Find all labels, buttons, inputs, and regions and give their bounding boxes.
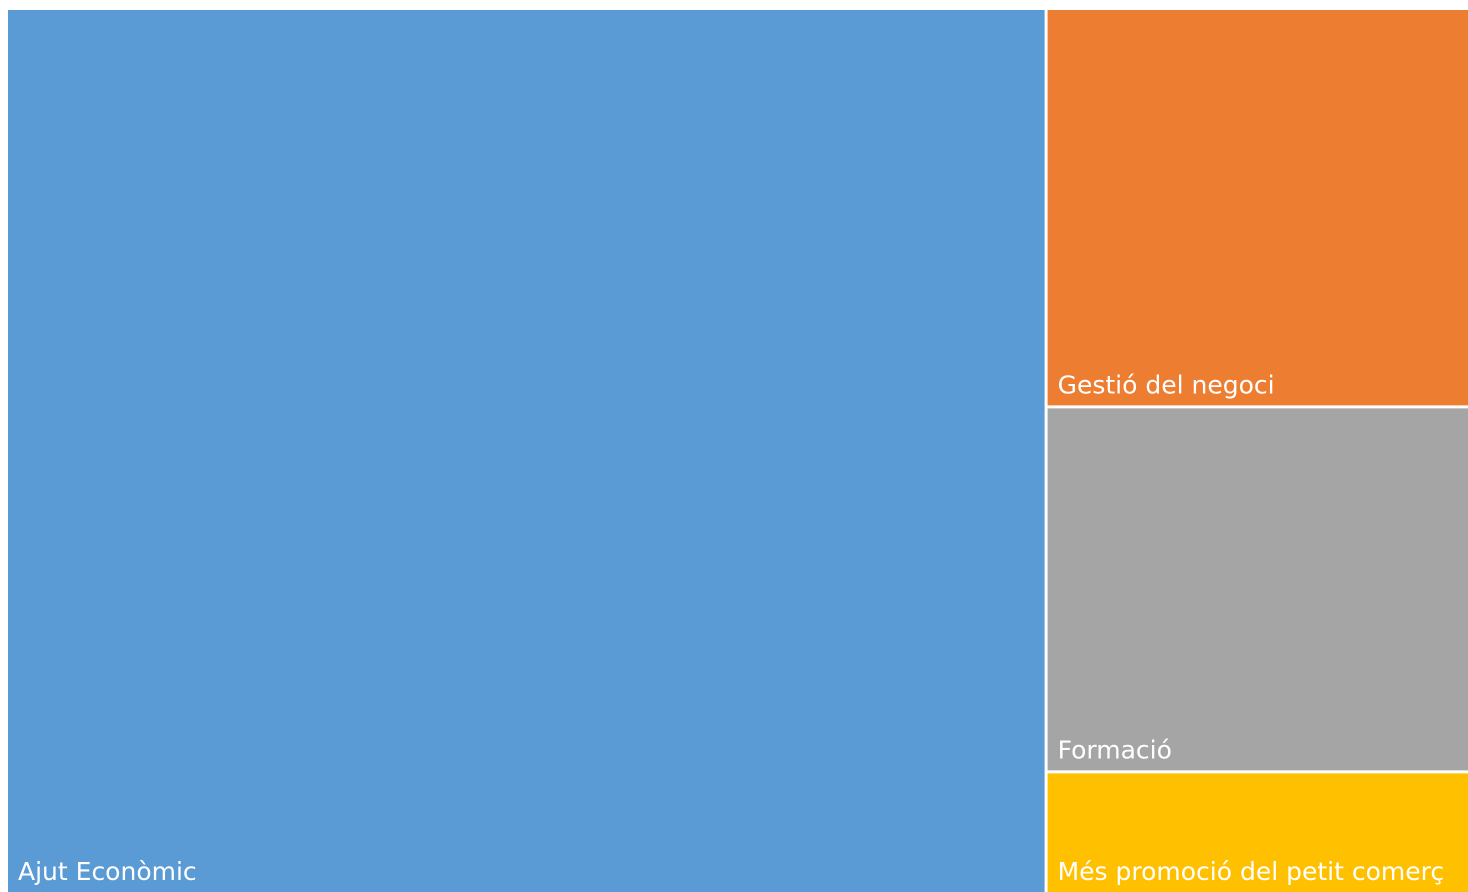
tile-label: Gestió del negoci [1058, 370, 1275, 399]
tile-label: Més promoció del petit comerç [1058, 857, 1445, 886]
tile-label: Ajut Econòmic [18, 857, 197, 886]
treemap-tile [8, 10, 1045, 892]
treemap-tile [1047, 408, 1468, 771]
tile-label: Formació [1058, 735, 1172, 764]
treemap-tile [1047, 773, 1468, 892]
treemap-tile [1047, 10, 1468, 406]
